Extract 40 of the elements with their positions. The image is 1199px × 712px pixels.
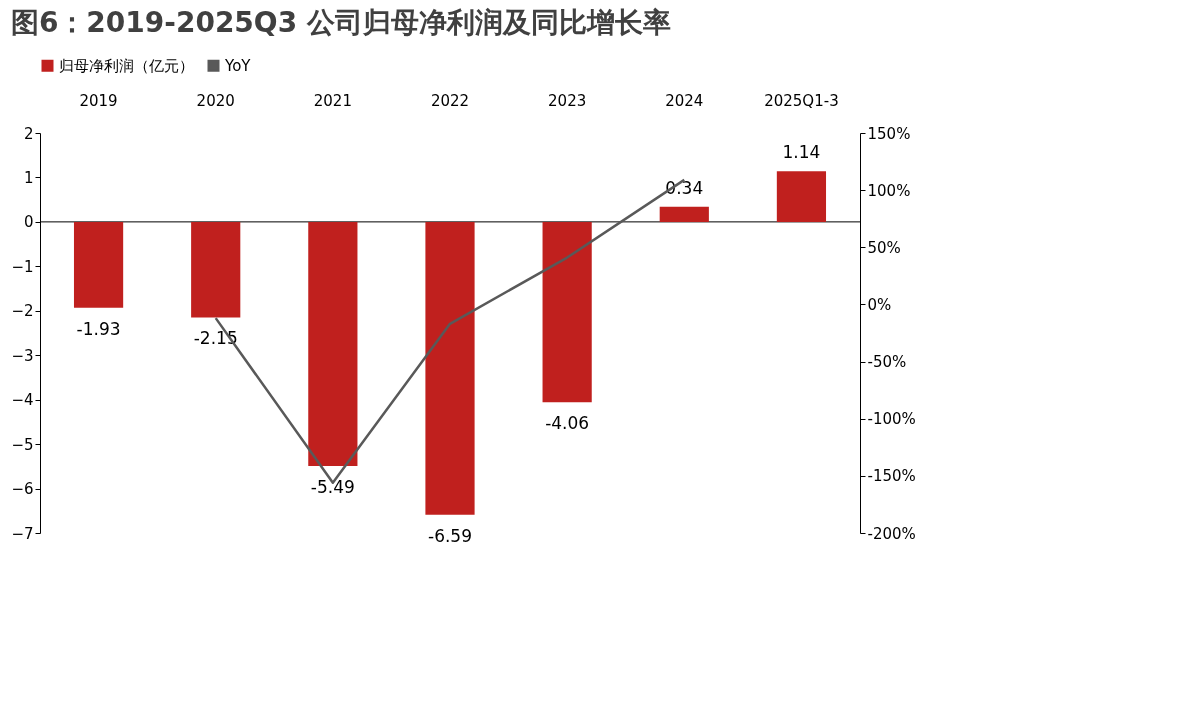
data-label: 1.14 — [782, 142, 821, 163]
bar — [308, 221, 358, 466]
bar — [191, 221, 241, 318]
y2-tick-label: 50% — [867, 238, 901, 257]
x-tick-label: 2025Q1-3 — [764, 91, 839, 110]
y-tick-label: −1 — [11, 257, 34, 276]
y2-tick-label: 150% — [867, 124, 911, 143]
data-label: -1.93 — [76, 318, 121, 339]
y-tick-label: 2 — [23, 124, 34, 143]
y2-tick-label: -50% — [867, 353, 907, 372]
x-tick-label: 2023 — [548, 91, 587, 110]
y2-tick-label: -150% — [867, 467, 916, 486]
y2-tick-label: -100% — [867, 410, 916, 429]
y-tick-label: 1 — [23, 168, 34, 187]
data-label: -6.59 — [428, 525, 472, 546]
y-tick-label: −2 — [11, 302, 34, 321]
y-tick-label: −4 — [11, 391, 34, 410]
y-tick-label: 0 — [23, 213, 34, 232]
x-tick-label: 2019 — [79, 91, 118, 110]
bar — [73, 221, 124, 308]
y2-tick-label: -200% — [867, 524, 916, 543]
chart-title: 图6：2019-2025Q3 公司归母净利润及同比增长率 — [10, 6, 671, 39]
y-tick-label: −3 — [11, 346, 34, 365]
y2-tick-label: 0% — [867, 295, 892, 314]
bar — [425, 221, 475, 515]
bar — [776, 171, 827, 222]
x-tick-label: 2022 — [430, 91, 470, 110]
x-tick-label: 2024 — [665, 91, 704, 110]
bar — [542, 221, 592, 403]
y-tick-label: −6 — [11, 480, 34, 499]
data-label: -4.06 — [545, 413, 590, 434]
legend-label: YoY — [224, 56, 252, 75]
legend-label: 归母净利润（亿元） — [59, 56, 194, 75]
x-tick-label: 2020 — [196, 91, 235, 110]
x-tick-label: 2021 — [313, 91, 352, 110]
bar — [659, 206, 709, 222]
data-label: -5.49 — [310, 476, 355, 497]
y-tick-label: −5 — [11, 435, 34, 454]
y-tick-label: −7 — [11, 524, 34, 543]
y2-tick-label: 100% — [867, 181, 911, 200]
